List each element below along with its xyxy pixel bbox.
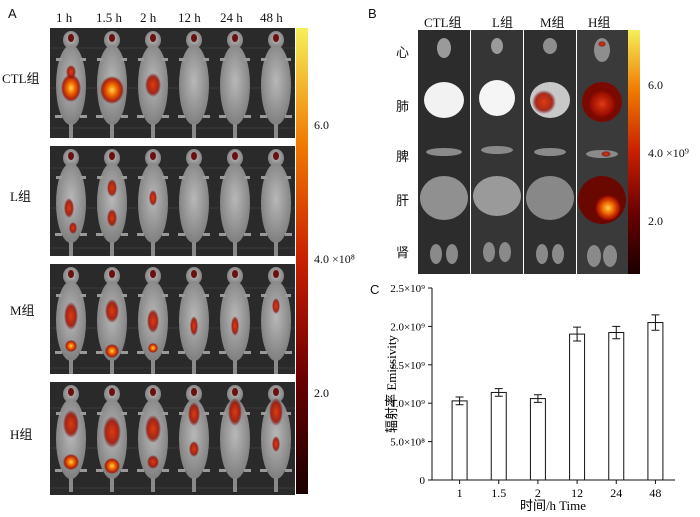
colorbar-b-tick-2: 2.0 [648,214,663,228]
group-label-l: L组 [10,189,31,204]
x-tick-label: 12 [571,486,583,500]
panel-b-letter: B [368,6,377,21]
panel-a-letter: A [8,6,17,21]
bar [569,333,586,481]
x-axis-label: 时间/h Time [520,498,586,513]
organ-group-ctl: CTL组 [424,15,462,30]
colorbar-a-tick-2: 2.0 [314,386,329,400]
colorbar-b-tick-4: 4.0 ×10⁹ [648,146,689,160]
x-tick-label: 1.5 [491,486,506,500]
error-bar [455,396,464,406]
x-tick-label: 48 [649,486,661,500]
organ-label-kidney: 肾 [396,245,410,260]
group-label-h: H组 [10,427,33,442]
error-bar [612,325,621,340]
strip-h [50,382,295,495]
time-label-1-5h: 1.5 h [96,10,122,25]
x-tick-label: 2 [535,486,541,500]
organ-group-h: H组 [588,15,611,30]
panel-b-imaging [418,30,628,274]
y-tick-label: 2.5×10⁹ [390,283,425,295]
error-bar [533,394,542,403]
panel-b-colorbar [628,30,640,274]
colorbar-a-tick-4: 4.0 ×10⁸ [314,252,355,266]
x-tick-label: 1 [457,486,463,500]
organ-label-liver: 肝 [396,193,410,208]
bar [529,398,546,481]
organ-label-heart: 心 [396,45,410,60]
group-label-ctl: CTL组 [2,71,40,86]
colorbar-a-tick-6: 6.0 [314,118,329,132]
y-tick-label: 1.0×10⁹ [390,398,425,410]
x-tick-label: 24 [610,486,622,500]
y-tick-label: 5.0×10⁸ [390,437,425,449]
colorbar-b-tick-6: 6.0 [648,78,663,92]
strip-m [50,264,295,374]
organ-label-spleen: 脾 [396,149,410,164]
strip-ctl [50,28,295,138]
strip-l [50,146,295,256]
bar [451,400,468,481]
organ-label-lung: 肺 [396,99,410,114]
group-label-m: M组 [10,303,35,318]
panel-a-time-labels: 1 h 1.5 h 2 h 12 h 24 h 48 h [50,10,300,26]
time-label-12h: 12 h [178,10,201,25]
error-bar [651,314,660,331]
panel-a-colorbar [296,28,308,494]
time-label-48h: 48 h [260,10,283,25]
time-label-2h: 2 h [140,10,157,25]
panel-c-letter: C [370,282,380,297]
bar [647,322,664,481]
time-label-24h: 24 h [220,10,243,25]
bar [490,391,507,481]
error-bar [494,388,503,397]
bar [608,332,625,481]
panel-c-chart: 0 5.0×10⁸ 1.0×10⁹ 1.5×10⁹ 2.0×10⁹ 2.5×10⁹ 1 1.… [384,283,675,513]
organ-group-m: M组 [540,15,565,30]
y-tick-label: 2.0×10⁹ [390,321,425,333]
error-bar [573,326,582,342]
organ-group-l: L组 [492,15,513,30]
panel-a-imaging [50,28,295,495]
y-tick-label: 0 [420,475,426,487]
time-label-1h: 1 h [56,10,73,25]
y-tick-label: 1.5×10⁹ [390,360,425,372]
y-axis-label: 辐射率 Emissivity [384,335,399,433]
